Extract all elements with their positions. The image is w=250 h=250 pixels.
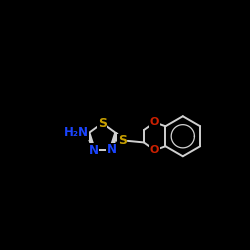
Text: S: S (98, 117, 107, 130)
Text: S: S (118, 134, 127, 147)
Text: O: O (150, 145, 159, 155)
Text: N: N (89, 144, 99, 157)
Text: H₂N: H₂N (64, 126, 88, 139)
Text: N: N (107, 143, 117, 156)
Text: O: O (150, 118, 159, 128)
